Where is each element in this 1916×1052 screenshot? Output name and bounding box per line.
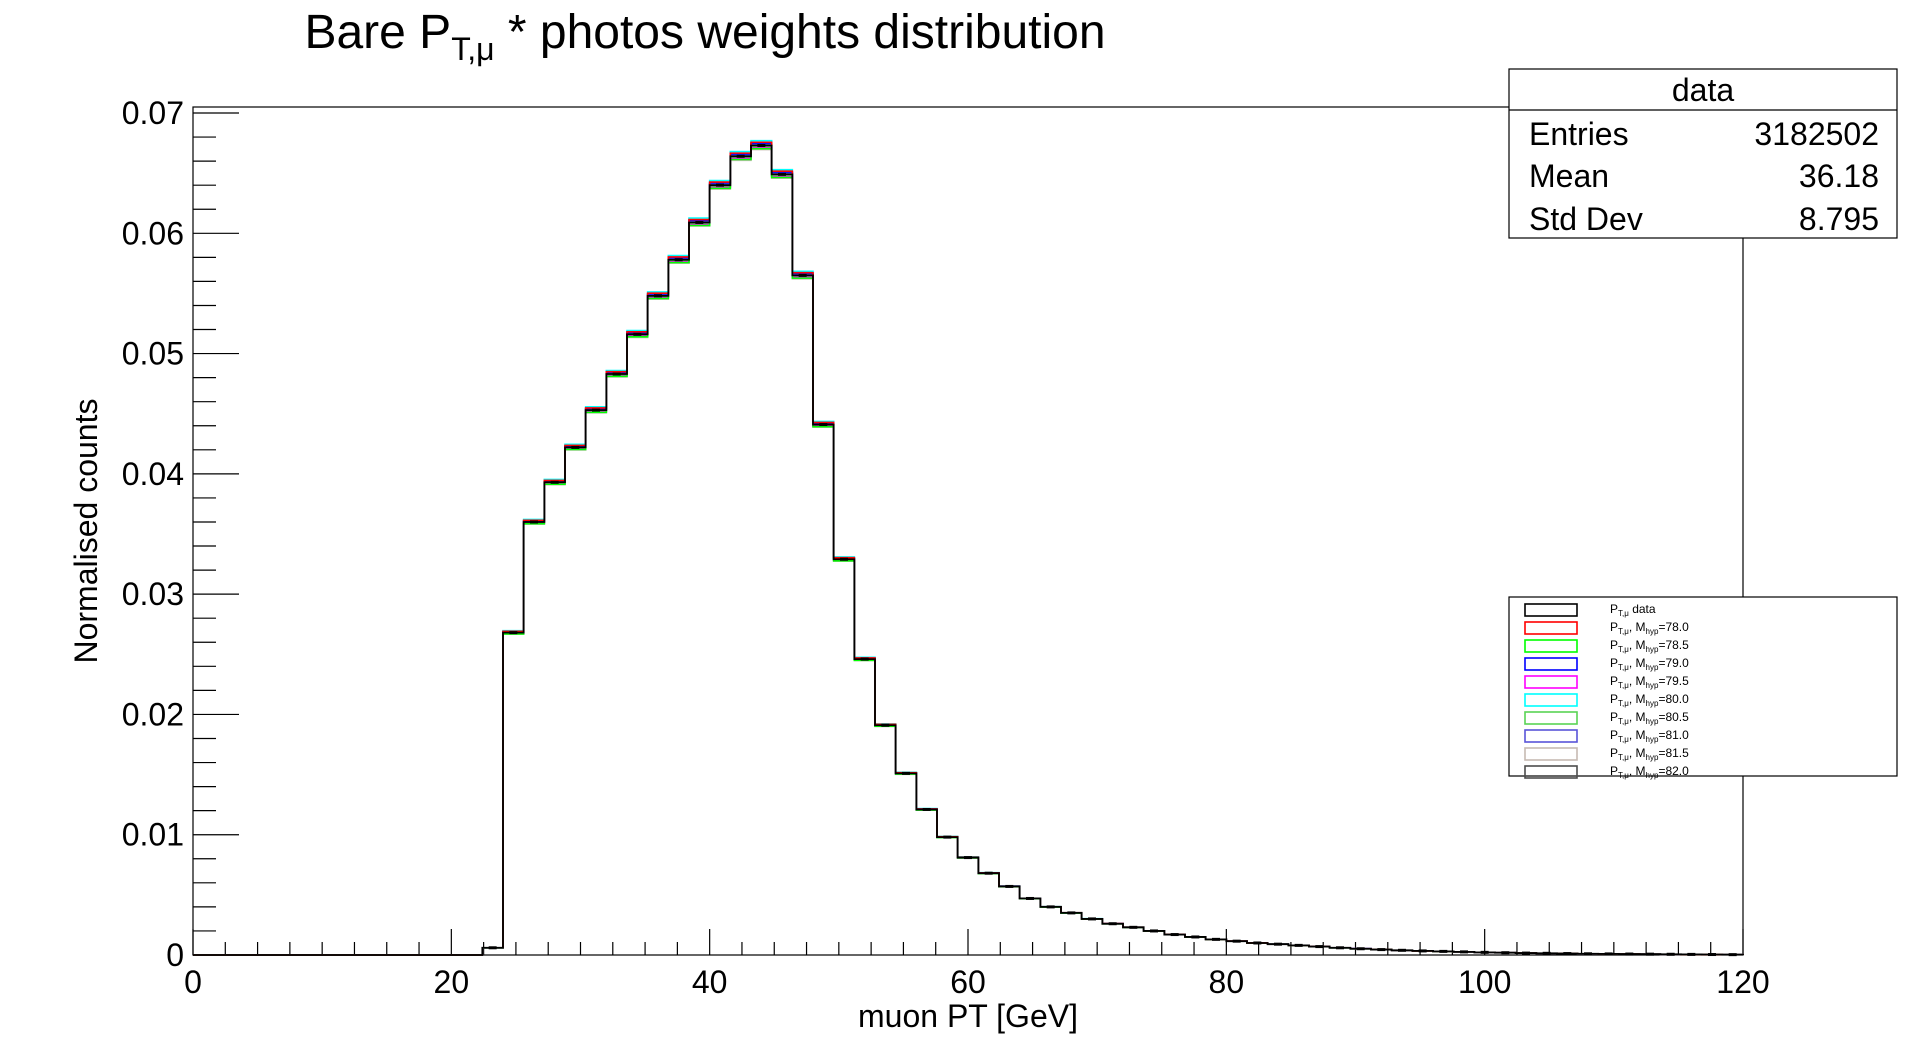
stats-entries-value: 3182502 — [1754, 116, 1879, 152]
legend-label: PT,μ, Mhyp=81.0 — [1610, 728, 1689, 744]
x-tick-label: 120 — [1716, 964, 1769, 1000]
legend-swatch — [1524, 765, 1578, 779]
chart-title: Bare PT,μ * photos weights distribution — [304, 6, 1105, 67]
chart-title-prefix: Bare P — [304, 6, 451, 59]
x-tick-label: 40 — [692, 964, 728, 1000]
legend-label: PT,μ, Mhyp=80.5 — [1610, 710, 1689, 726]
y-tick-label: 0.02 — [122, 696, 184, 732]
stats-box-frame — [1508, 68, 1898, 239]
y-tick-label: 0.03 — [122, 576, 184, 612]
legend-swatch — [1524, 711, 1578, 725]
legend-entries: PT,μ data PT,μ, Mhyp=78.0 PT,μ, Mhyp=78.5 P… — [1524, 602, 1689, 780]
legend-swatch — [1524, 675, 1578, 689]
legend-swatch — [1524, 621, 1578, 635]
histogram-series-line — [193, 143, 1744, 956]
legend-frame — [1508, 596, 1898, 777]
axis-ticks — [192, 112, 1744, 956]
legend-swatch — [1524, 657, 1578, 671]
y-tick-label: 0.06 — [122, 215, 184, 251]
histogram-data-line — [193, 144, 1744, 956]
x-tick-label: 100 — [1458, 964, 1511, 1000]
legend: PT,μ data PT,μ, Mhyp=78.0 PT,μ, Mhyp=78.5 P… — [1508, 596, 1898, 780]
stats-stddev-value: 8.795 — [1799, 201, 1879, 237]
x-tick-label: 80 — [1209, 964, 1245, 1000]
legend-label: PT,μ, Mhyp=79.5 — [1610, 674, 1689, 690]
legend-swatch — [1524, 729, 1578, 743]
legend-label: PT,μ, Mhyp=81.5 — [1610, 746, 1689, 762]
stats-mean-label: Mean — [1529, 158, 1609, 194]
histogram-layer — [193, 139, 1744, 957]
x-axis-label: muon PT [GeV] — [858, 998, 1078, 1034]
legend-label: PT,μ, Mhyp=78.5 — [1610, 638, 1689, 654]
histogram-series-line — [193, 139, 1744, 956]
legend-swatch — [1524, 639, 1578, 653]
stats-entries-label: Entries — [1529, 116, 1629, 152]
stats-mean-value: 36.18 — [1799, 158, 1879, 194]
chart-title-subscript: T,μ — [451, 31, 494, 67]
histogram-series-line — [193, 141, 1744, 956]
histogram-series-line — [193, 146, 1744, 956]
y-tick-label: 0.04 — [122, 456, 184, 492]
y-tick-label: 0.07 — [122, 95, 184, 131]
histogram-series-line — [193, 148, 1744, 956]
legend-swatch — [1524, 603, 1578, 617]
stats-box: data Entries 3182502 Mean 36.18 Std Dev … — [1508, 68, 1898, 239]
y-tick-label: 0.05 — [122, 336, 184, 372]
legend-label: PT,μ, Mhyp=82.0 — [1610, 764, 1689, 780]
y-axis-label: Normalised counts — [68, 399, 104, 664]
x-tick-label: 0 — [184, 964, 202, 1000]
legend-label: PT,μ, Mhyp=79.0 — [1610, 656, 1689, 672]
legend-swatch — [1524, 747, 1578, 761]
legend-label: PT,μ, Mhyp=78.0 — [1610, 620, 1689, 636]
legend-label: PT,μ, Mhyp=80.0 — [1610, 692, 1689, 708]
y-tick-label: 0.01 — [122, 817, 184, 853]
histogram-series-line — [193, 147, 1744, 956]
histogram-series-line — [193, 142, 1744, 956]
x-tick-label: 20 — [434, 964, 470, 1000]
y-tick-label: 0 — [166, 937, 184, 973]
legend-label: PT,μ data — [1610, 602, 1656, 618]
x-tick-labels: 0 20 40 60 80 100 120 — [184, 964, 1770, 1000]
stats-stddev-label: Std Dev — [1529, 201, 1643, 237]
legend-swatch — [1524, 693, 1578, 707]
histogram-series-line — [193, 147, 1744, 956]
chart-title-suffix: * photos weights distribution — [495, 6, 1106, 59]
stats-box-title: data — [1672, 72, 1734, 108]
x-tick-label: 60 — [950, 964, 986, 1000]
y-tick-labels: 0 0.01 0.02 0.03 0.04 0.05 0.06 0.07 — [122, 95, 184, 973]
histogram-series-line — [193, 143, 1744, 956]
